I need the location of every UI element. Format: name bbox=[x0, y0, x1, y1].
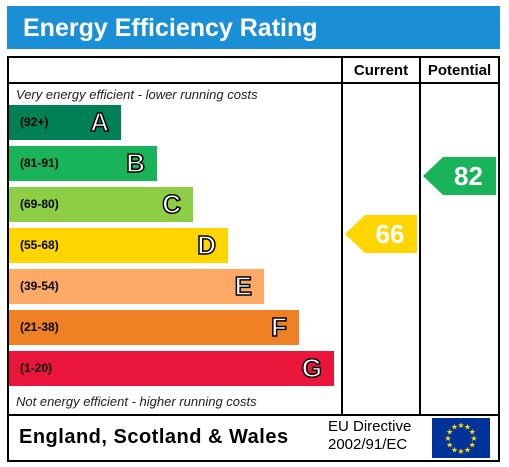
band-letter: G bbox=[301, 352, 323, 384]
band-letter: F bbox=[270, 311, 287, 343]
band-range: (21-38) bbox=[20, 320, 59, 334]
band-bar bbox=[9, 269, 264, 304]
band-g: (1-20) G bbox=[9, 351, 334, 386]
eu-star-icon: ★ bbox=[451, 423, 458, 432]
current-column-divider bbox=[341, 58, 343, 414]
current-rating-value: 66 bbox=[375, 219, 405, 249]
potential-column-header: Potential bbox=[427, 62, 492, 79]
band-letter: D bbox=[196, 229, 216, 261]
current-column-header: Current bbox=[353, 62, 409, 79]
eu-star-icon: ★ bbox=[451, 445, 458, 454]
band-bar bbox=[9, 146, 157, 181]
eu-star-icon: ★ bbox=[469, 428, 476, 437]
potential-column-divider bbox=[419, 58, 421, 414]
band-a: (92+) A bbox=[9, 105, 121, 140]
footer-divider bbox=[9, 414, 498, 416]
band-letter: B bbox=[125, 147, 145, 179]
page-title: Energy Efficiency Rating bbox=[23, 14, 318, 42]
eu-directive-line2: 2002/91/EC bbox=[328, 436, 408, 453]
eu-star-icon: ★ bbox=[464, 445, 471, 454]
eu-directive: EU Directive 2002/91/EC bbox=[328, 418, 428, 454]
band-range: (92+) bbox=[20, 115, 49, 129]
band-c: (69-80) C bbox=[9, 187, 193, 222]
band-letter: E bbox=[234, 270, 253, 302]
band-bar bbox=[9, 228, 228, 263]
band-d: (55-68) D bbox=[9, 228, 228, 263]
current-rating-arrow: 66 bbox=[345, 215, 417, 253]
potential-rating-arrow: 82 bbox=[423, 157, 496, 195]
band-letter: C bbox=[161, 188, 181, 220]
eu-flag-icon: ★ ★ ★ ★ ★ ★ ★ ★ ★ ★ ★ ★ bbox=[432, 418, 490, 458]
band-range: (39-54) bbox=[20, 279, 59, 293]
eu-star-icon: ★ bbox=[446, 441, 453, 450]
region-label: England, Scotland & Wales bbox=[19, 426, 289, 448]
band-letter: A bbox=[89, 106, 109, 138]
bottom-note: Not energy efficient - higher running co… bbox=[16, 394, 257, 409]
band-range: (55-68) bbox=[20, 238, 59, 252]
band-range: (1-20) bbox=[20, 361, 53, 375]
top-note: Very energy efficient - lower running co… bbox=[16, 87, 258, 102]
band-range: (81-91) bbox=[20, 156, 59, 170]
eu-directive-line1: EU Directive bbox=[328, 418, 412, 435]
eu-star-icon: ★ bbox=[444, 434, 451, 443]
band-bar bbox=[9, 187, 193, 222]
band-range: (69-80) bbox=[20, 197, 59, 211]
eu-star-icon: ★ bbox=[446, 428, 453, 437]
potential-rating-value: 82 bbox=[454, 161, 483, 191]
eu-star-icon: ★ bbox=[457, 421, 464, 430]
eu-star-icon: ★ bbox=[470, 434, 477, 443]
title-bar: Energy Efficiency Rating bbox=[7, 6, 500, 49]
header-divider bbox=[9, 82, 498, 84]
rating-table bbox=[7, 56, 500, 462]
band-bar bbox=[9, 105, 121, 140]
eu-star-icon: ★ bbox=[469, 441, 476, 450]
potential-arrow-shape bbox=[423, 157, 496, 195]
band-bar bbox=[9, 310, 299, 345]
eu-star-icon: ★ bbox=[464, 423, 471, 432]
band-b: (81-91) B bbox=[9, 146, 157, 181]
band-bar bbox=[9, 351, 334, 386]
eu-star-icon: ★ bbox=[457, 447, 464, 456]
band-e: (39-54) E bbox=[9, 269, 264, 304]
band-f: (21-38) F bbox=[9, 310, 299, 345]
current-arrow-shape bbox=[345, 215, 417, 253]
